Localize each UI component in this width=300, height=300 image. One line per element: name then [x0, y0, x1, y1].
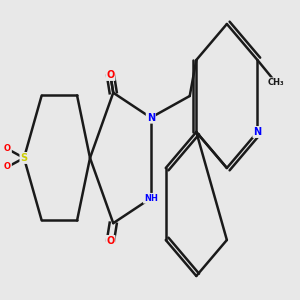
Text: CH₃: CH₃: [268, 78, 284, 87]
Text: O: O: [106, 236, 115, 246]
Text: N: N: [147, 113, 155, 123]
Text: O: O: [4, 163, 11, 172]
Text: O: O: [106, 70, 115, 80]
Text: S: S: [20, 153, 28, 163]
Text: O: O: [4, 145, 11, 154]
Text: NH: NH: [144, 194, 158, 203]
Text: N: N: [254, 127, 262, 137]
